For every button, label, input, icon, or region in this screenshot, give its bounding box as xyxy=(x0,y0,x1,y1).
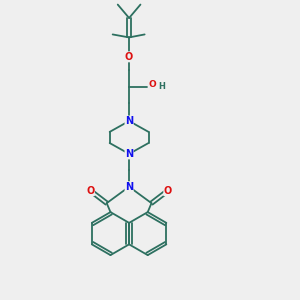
Text: O: O xyxy=(164,186,172,196)
Text: O: O xyxy=(125,52,133,62)
Text: N: N xyxy=(125,116,133,126)
Text: N: N xyxy=(125,182,133,192)
Text: O: O xyxy=(86,186,94,196)
Text: N: N xyxy=(125,149,133,159)
Text: H: H xyxy=(158,82,165,91)
Text: O: O xyxy=(148,80,156,89)
